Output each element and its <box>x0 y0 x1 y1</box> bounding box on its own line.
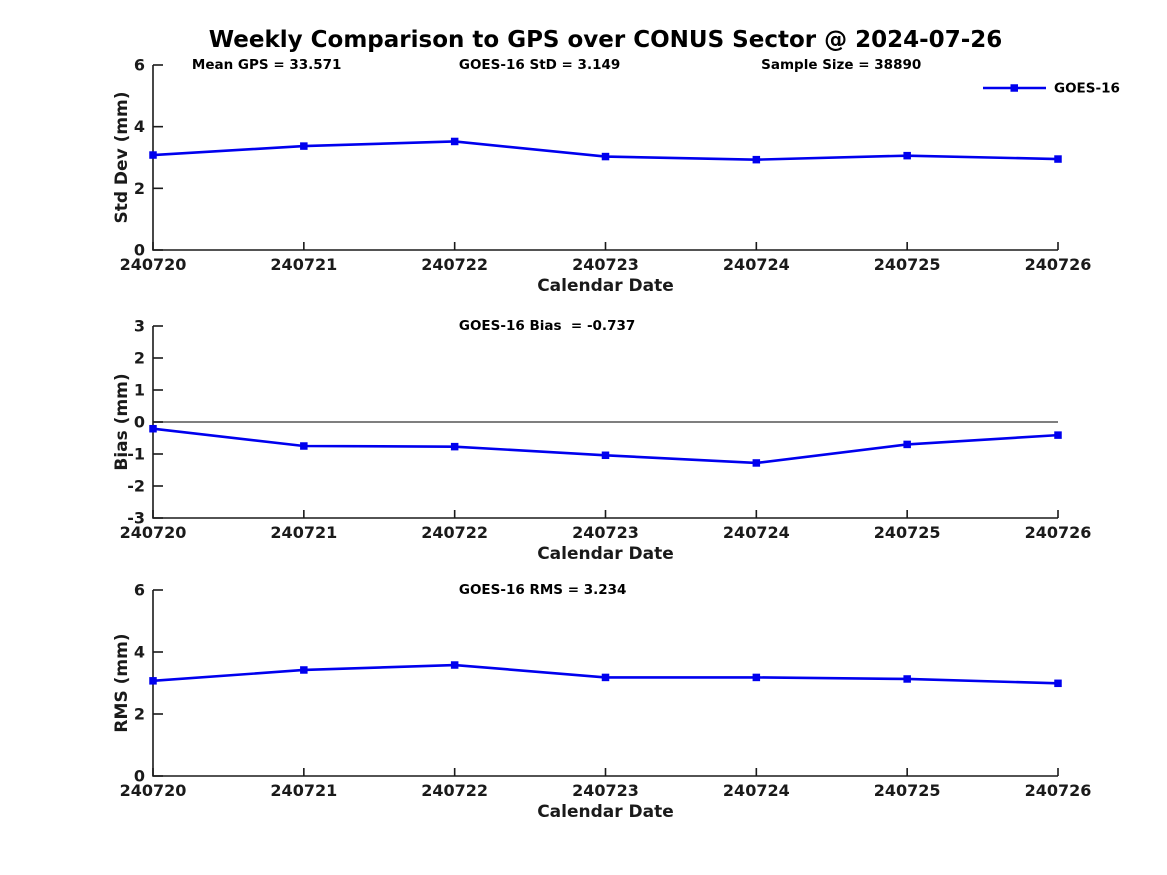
y-tick-label: 4 <box>134 117 145 136</box>
x-tick-label: 240720 <box>120 781 187 800</box>
y-tick-label: 6 <box>134 56 145 75</box>
series-marker <box>450 137 459 146</box>
series-marker <box>752 673 761 682</box>
y-axis-label: Bias (mm) <box>112 373 132 470</box>
annotation: GOES-16 RMS = 3.234 <box>459 582 627 598</box>
series-marker <box>450 442 459 451</box>
y-tick-label: -3 <box>127 509 145 528</box>
x-tick-label: 240726 <box>1025 523 1092 542</box>
x-axis-label: Calendar Date <box>537 276 674 296</box>
series-marker <box>149 677 157 685</box>
annotation: Mean GPS = 33.571 <box>192 57 342 73</box>
legend-label: GOES-16 <box>1054 81 1120 97</box>
x-tick-label: 240720 <box>120 255 187 274</box>
x-tick-label: 240724 <box>723 523 790 542</box>
annotation: GOES-16 StD = 3.149 <box>459 57 620 73</box>
series-marker <box>149 151 157 159</box>
x-axis-label: Calendar Date <box>537 802 674 822</box>
series-marker <box>1054 155 1062 163</box>
series-marker <box>752 459 761 467</box>
x-tick-label: 240724 <box>723 255 790 274</box>
y-tick-label: -1 <box>127 445 145 464</box>
x-tick-label: 240724 <box>723 781 790 800</box>
x-tick-label: 240721 <box>270 781 337 800</box>
y-tick-label: 4 <box>134 643 145 662</box>
series-marker <box>300 142 308 150</box>
legend-marker <box>1010 84 1018 92</box>
x-tick-label: 240721 <box>270 255 337 274</box>
x-tick-label: 240725 <box>874 523 941 542</box>
y-tick-label: 1 <box>134 381 145 400</box>
series-marker <box>450 661 459 669</box>
x-tick-label: 240723 <box>572 255 639 274</box>
series-marker <box>601 673 610 682</box>
y-tick-label: 0 <box>134 767 145 786</box>
y-axis-label: Std Dev (mm) <box>112 91 132 223</box>
x-tick-label: 240726 <box>1025 255 1092 274</box>
x-tick-label: 240722 <box>421 523 488 542</box>
y-tick-label: 3 <box>134 317 145 336</box>
series-marker <box>1054 431 1062 439</box>
series-marker <box>149 424 157 433</box>
figure-title: Weekly Comparison to GPS over CONUS Sect… <box>208 27 1003 53</box>
y-tick-label: -2 <box>127 477 145 496</box>
y-tick-label: 0 <box>134 413 145 432</box>
y-axis-label: RMS (mm) <box>112 633 132 732</box>
y-tick-label: 6 <box>134 581 145 600</box>
annotation: Sample Size = 38890 <box>761 57 921 73</box>
x-axis-label: Calendar Date <box>537 544 674 564</box>
x-tick-label: 240720 <box>120 523 187 542</box>
annotation: GOES-16 Bias = -0.737 <box>459 318 635 334</box>
x-tick-label: 240725 <box>874 781 941 800</box>
x-tick-label: 240722 <box>421 255 488 274</box>
series-marker <box>300 442 308 450</box>
series-marker <box>903 675 911 683</box>
y-tick-label: 2 <box>134 349 145 368</box>
x-tick-label: 240723 <box>572 781 639 800</box>
series-marker <box>300 666 308 674</box>
y-tick-label: 0 <box>134 241 145 260</box>
series-marker <box>1054 679 1062 688</box>
axis-spines <box>152 590 1058 777</box>
series-marker <box>903 440 911 449</box>
x-tick-label: 240722 <box>421 781 488 800</box>
series-marker <box>601 152 610 161</box>
y-tick-label: 2 <box>134 705 145 724</box>
series-marker <box>752 155 761 164</box>
x-tick-label: 240721 <box>270 523 337 542</box>
series-marker <box>903 151 911 160</box>
x-tick-label: 240725 <box>874 255 941 274</box>
x-tick-label: 240723 <box>572 523 639 542</box>
y-tick-label: 2 <box>134 179 145 198</box>
series-marker <box>601 451 610 460</box>
x-tick-label: 240726 <box>1025 781 1092 800</box>
